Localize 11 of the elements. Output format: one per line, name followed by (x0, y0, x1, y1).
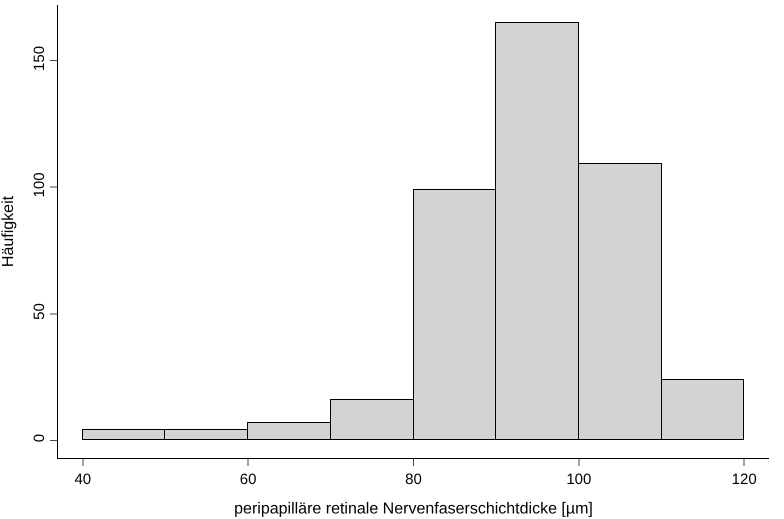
x-tick-label: 120 (732, 471, 757, 488)
x-tick-label: 40 (74, 471, 92, 488)
y-tick-label: 100 (31, 172, 48, 198)
y-axis-title: Häufigkeit (0, 195, 17, 268)
y-tick-label: 0 (31, 434, 48, 442)
y-tick-label: 150 (31, 46, 48, 71)
y-tick-label: 50 (31, 303, 48, 320)
x-tick-label: 60 (240, 471, 256, 488)
x-tick-label: 100 (566, 471, 592, 488)
x-tick-label: 80 (405, 471, 422, 488)
x-axis-title: peripapilläre retinale Nervenfaserschichtdicke [µm] (234, 500, 593, 518)
